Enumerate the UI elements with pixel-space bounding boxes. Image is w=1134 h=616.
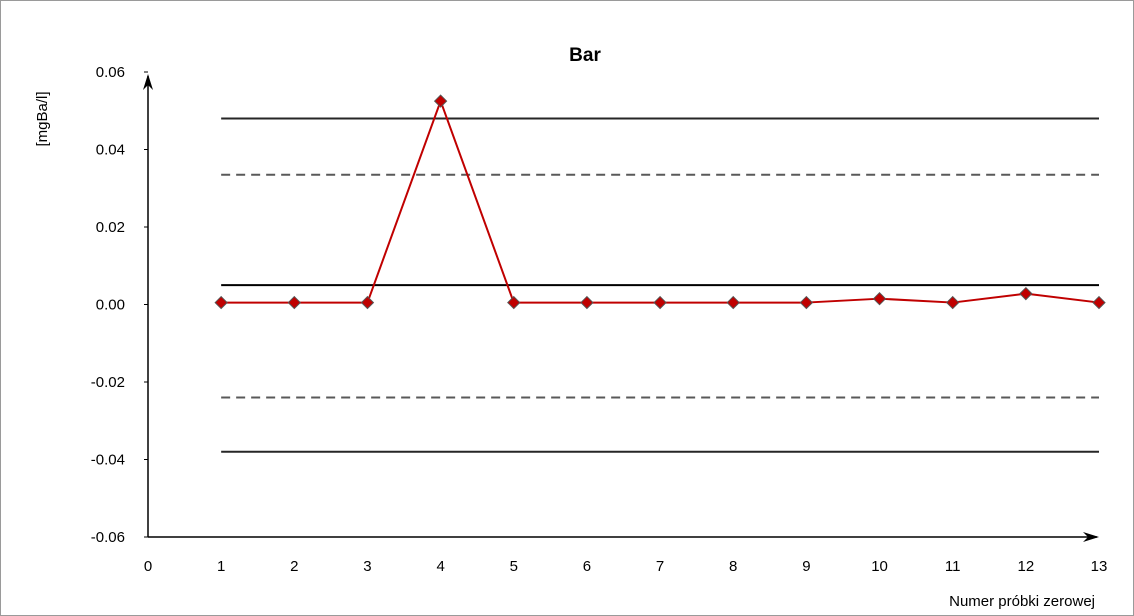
reference-lines xyxy=(221,117,1099,453)
chart-title: Bar xyxy=(569,45,601,66)
data-point xyxy=(287,295,302,310)
x-tick-label: 5 xyxy=(510,558,518,575)
data-point xyxy=(945,295,960,310)
y-axis-arrow xyxy=(143,74,153,90)
data-point xyxy=(1092,295,1106,310)
y-tick-labels: 0.06 0.04 0.02 0.00 -0.02 -0.04 -0.06 xyxy=(91,64,148,546)
y-tick-label: -0.04 xyxy=(91,452,125,469)
series-group xyxy=(214,94,1106,310)
data-point xyxy=(872,291,887,306)
x-tick-labels: 0 1 2 3 4 5 6 7 8 9 10 11 12 13 xyxy=(144,558,1108,575)
x-tick-label: 10 xyxy=(871,558,888,575)
y-tick-label: -0.06 xyxy=(91,529,125,546)
x-tick-label: 4 xyxy=(436,558,444,575)
data-point xyxy=(799,295,814,310)
data-point xyxy=(1019,286,1033,301)
x-tick-label: 12 xyxy=(1018,558,1035,575)
y-axis-label: [mgBa/l] xyxy=(34,91,51,146)
x-tick-label: 11 xyxy=(945,558,961,575)
x-axis-label: Numer próbki zerowej xyxy=(949,593,1095,610)
series-line xyxy=(221,100,1100,304)
x-tick-label: 8 xyxy=(729,558,737,575)
x-tick-label: 2 xyxy=(290,558,298,575)
data-point xyxy=(360,295,375,310)
data-point xyxy=(507,295,521,310)
y-tick-label: 0.02 xyxy=(96,219,125,236)
y-tick-label: 0.00 xyxy=(96,297,125,314)
x-tick-label: 0 xyxy=(144,558,152,575)
data-point xyxy=(214,295,228,310)
axes xyxy=(143,74,1099,542)
data-point xyxy=(433,94,448,108)
y-tick-label: -0.02 xyxy=(91,374,125,391)
x-tick-label: 1 xyxy=(217,558,225,575)
x-axis-arrow xyxy=(1083,532,1099,542)
data-point xyxy=(580,295,594,310)
x-tick-label: 6 xyxy=(583,558,591,575)
data-point xyxy=(653,295,667,310)
x-tick-label: 7 xyxy=(656,558,664,575)
y-tick-label: 0.04 xyxy=(96,142,125,159)
x-tick-label: 13 xyxy=(1091,558,1108,575)
x-tick-label: 3 xyxy=(363,558,371,575)
x-tick-label: 9 xyxy=(802,558,810,575)
data-point xyxy=(726,295,740,310)
y-tick-label: 0.06 xyxy=(96,64,125,81)
